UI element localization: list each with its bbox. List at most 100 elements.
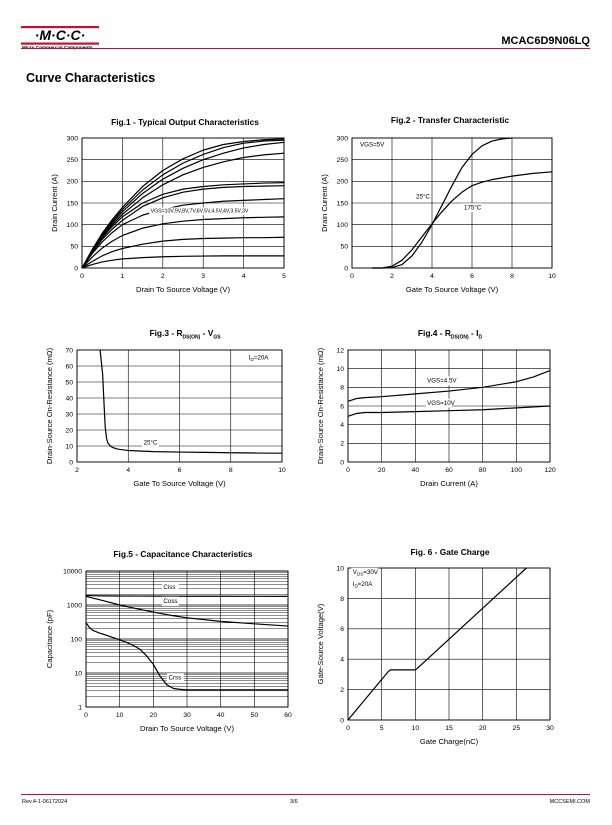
fig1-series-35V (81, 236, 285, 269)
fig1-xlabel: Drain To Source Voltage (V) (136, 285, 230, 294)
fig2-annotation-bg (462, 203, 483, 212)
fig4-ylabel: Drain-Source On-Resistance (mΩ) (316, 347, 325, 464)
fig3-ytick-label: 30 (65, 411, 73, 418)
fig3-annotation: 25°C (144, 439, 158, 446)
fig2-ytick-label: 300 (337, 135, 349, 142)
fig6-frame (347, 567, 551, 721)
fig6-ylabel: Gate-Source Voltage(V) (316, 603, 325, 684)
fig1-series-7V (81, 152, 285, 269)
fig3-ytick-label: 40 (65, 395, 73, 402)
logo-top-bar (21, 26, 99, 29)
fig2-xtick-label: 6 (470, 273, 474, 280)
fig5-ytick-label: 10 (74, 670, 82, 677)
fig1-ytick-label: 200 (67, 179, 79, 186)
fig5-ytick-label: 1000 (67, 602, 82, 609)
fig6-xtick-label: 25 (513, 725, 521, 732)
fig4-annotation: VGS=4.5V (427, 378, 457, 385)
fig4-xtick-label: 20 (378, 467, 386, 474)
fig2-title: Fig.2 - Transfer Characteristic (390, 115, 510, 125)
fig5-xtick-label: 50 (251, 712, 259, 719)
fig3-xtick-label: 2 (75, 467, 79, 474)
fig1-series-6V (81, 182, 285, 269)
fig6-ytick-label: 4 (340, 657, 344, 664)
fig2-ylabel: Drain Current (A) (320, 174, 329, 232)
fig5-xtick-label: 40 (217, 712, 225, 719)
fig3-xtick-label: 8 (229, 467, 233, 474)
fig1-title: Fig.1 - Typical Output Characteristics (111, 117, 259, 127)
fig6-annotation-bg (351, 580, 375, 589)
fig1-ytick-label: 150 (67, 200, 79, 207)
footer-website: MCCSEMI.COM (549, 799, 590, 805)
fig4-frame (347, 349, 551, 463)
fig1-ytick-label: 0 (74, 265, 78, 272)
fig4-annotation: VGS=10V (427, 400, 456, 407)
fig4-annotation-bg (425, 398, 453, 408)
footer-page: 3/6 (290, 799, 298, 805)
fig2-xtick-label: 10 (548, 273, 556, 280)
fig3-ytick-label: 50 (65, 379, 73, 386)
fig4-xlabel: Drain Current (A) (420, 479, 478, 488)
fig1-ytick-label: 250 (67, 157, 79, 164)
fig1-series-5V (81, 185, 285, 269)
fig4-title-main: Fig.4 - R (417, 328, 451, 338)
fig3-title-main: Fig.3 - R (149, 328, 183, 338)
fig4-ytick-label: 2 (340, 441, 344, 448)
fig1-frame (81, 137, 285, 269)
fig2-annotation: 25°C (416, 194, 430, 201)
fig4-ytick-label: 4 (340, 422, 344, 429)
fig6-ytick-label: 0 (340, 717, 344, 724)
fig6-ytick-label: 10 (336, 565, 344, 572)
fig1-annotation: VGS=10V,9V,8V,7V,6V,5V,4.5V,4V,3.5V,3V (151, 209, 249, 215)
fig3-annotation-bg (142, 438, 160, 447)
fig4-ytick-label: 6 (340, 403, 344, 410)
fig5-annotation: Coss (163, 598, 177, 605)
fig1-xtick-label: 1 (121, 273, 125, 280)
fig3-title: Fig.3 - RDS(ON) - VGS (110, 328, 260, 341)
fig6-annotation-rest: =30V (363, 569, 378, 576)
fig2-annotation: VGS=5V (360, 142, 385, 149)
fig1-xtick-label: 3 (201, 273, 205, 280)
fig2-frame (351, 137, 553, 269)
fig3-ylabel: Drain-Source On-Resistance (mΩ) (45, 347, 54, 464)
fig2-xtick-label: 4 (430, 273, 434, 280)
fig1-series-8V (81, 141, 285, 269)
fig6-xtick-label: 20 (479, 725, 487, 732)
fig2-ytick-label: 200 (337, 179, 349, 186)
fig2-ytick-label: 150 (337, 200, 349, 207)
fig6-ytick-label: 6 (340, 626, 344, 633)
fig6-annotation-rest: =20A (358, 581, 373, 588)
fig4-ytick-label: 12 (336, 347, 344, 354)
fig3-ytick-label: 70 (65, 347, 73, 354)
fig3-xtick-label: 10 (278, 467, 286, 474)
fig5-group: 0 10 20 30 40 50 60 1 10 100 1000 10000 Drain To Sou… (45, 568, 292, 733)
fig6-xtick-label: 10 (412, 725, 420, 732)
fig3-series-25C (99, 349, 283, 454)
fig3-frame (76, 349, 283, 463)
mcc-logo: ·M·C·C· (21, 26, 99, 45)
fig3-annotation-bg (247, 353, 271, 363)
fig6-xtick-label: 5 (380, 725, 384, 732)
fig3-ytick-label: 60 (65, 363, 73, 370)
fig1-xtick-label: 4 (242, 273, 246, 280)
fig5-xtick-label: 30 (183, 712, 191, 719)
fig5-xtick-label: 20 (150, 712, 158, 719)
fig4-title-sub2: D (478, 334, 483, 341)
fig1-ytick-label: 50 (70, 244, 78, 251)
fig6-annotation-sub: DS (357, 572, 363, 577)
fig5-ytick-label: 1 (78, 704, 82, 711)
fig5-annotation: Ciss (163, 584, 175, 591)
fig5-annotation: Crss (168, 674, 181, 681)
fig4-xtick-label: 80 (479, 467, 487, 474)
fig4-xtick-label: 120 (544, 467, 556, 474)
fig2-xtick-label: 0 (350, 273, 354, 280)
fig6-title: Fig. 6 - Gate Charge (410, 547, 490, 557)
fig6-xtick-label: 15 (445, 725, 453, 732)
fig2-xtick-label: 2 (390, 273, 394, 280)
fig4-xtick-label: 60 (445, 467, 453, 474)
fig2-annotation: 175°C (464, 205, 482, 212)
logo-bottom-bar (21, 42, 99, 45)
fig4-title-sub1: DS(ON) (450, 334, 469, 341)
fig5-ylabel: Capacitance (pF) (45, 609, 54, 668)
